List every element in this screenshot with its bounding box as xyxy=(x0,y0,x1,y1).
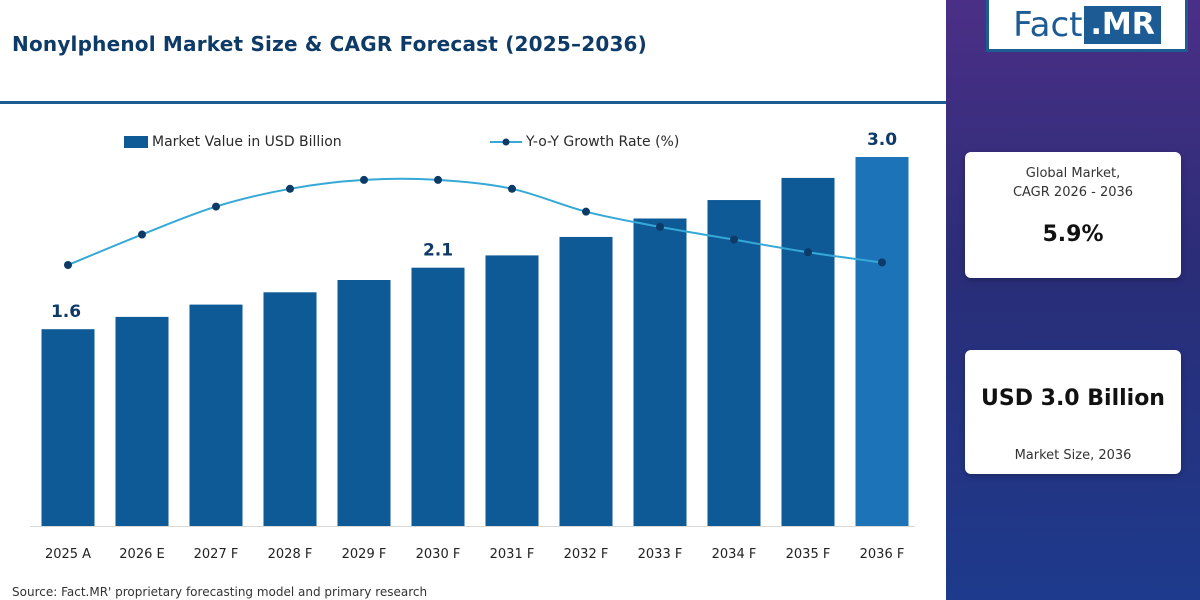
x-tick-label: 2034 F xyxy=(712,547,757,562)
bar-2030-f xyxy=(411,267,465,526)
growth-point-2035-f xyxy=(804,248,812,257)
factmr-logo: Fact .MR xyxy=(986,0,1188,52)
bar-2025-a xyxy=(41,329,95,526)
growth-point-2030-f xyxy=(434,175,442,184)
bar-data-label: 2.1 xyxy=(423,241,453,261)
bar-2026-e xyxy=(115,316,169,526)
bar-2027-f xyxy=(189,304,243,526)
growth-point-2034-f xyxy=(730,235,738,244)
bar-2035-f xyxy=(781,177,835,526)
cagr-card: Global Market, CAGR 2026 - 2036 5.9% xyxy=(965,152,1181,278)
growth-point-2028-f xyxy=(286,184,294,193)
x-tick-label: 2027 F xyxy=(194,547,239,562)
x-tick-label: 2029 F xyxy=(342,547,387,562)
bar-2032-f xyxy=(559,236,613,526)
cagr-label-line1: Global Market, xyxy=(1025,166,1121,181)
x-tick-label: 2033 F xyxy=(638,547,683,562)
bar-2034-f xyxy=(707,200,761,527)
x-tick-label: 2028 F xyxy=(268,547,313,562)
side-panel xyxy=(946,0,1200,600)
chart-panel: Nonylphenol Market Size & CAGR Forecast … xyxy=(0,32,946,599)
bar-2033-f xyxy=(633,218,687,526)
title-divider xyxy=(0,101,946,104)
market-size-label: Market Size, 2036 xyxy=(1014,448,1132,463)
bar-data-label: 3.0 xyxy=(867,130,897,150)
growth-point-2032-f xyxy=(582,207,590,216)
growth-point-2025-a xyxy=(64,261,72,269)
legend-bars-label: Market Value in USD Billion xyxy=(152,134,342,150)
chart-title: Nonylphenol Market Size & CAGR Forecast … xyxy=(12,32,648,56)
bar-2029-f xyxy=(337,280,391,526)
legend-line-swatch xyxy=(490,138,522,146)
market-size-value: USD 3.0 Billion xyxy=(981,386,1165,411)
legend-bars: Market Value in USD Billion xyxy=(124,134,342,154)
legend-line-label: Y-o-Y Growth Rate (%) xyxy=(526,134,680,150)
market-size-card: USD 3.0 Billion Market Size, 2036 xyxy=(965,350,1181,474)
bar-2028-f xyxy=(263,292,317,526)
bar-line-chart: 2025 A 1.6 2026 E 2027 F 2028 F 2029 F 2030 F 2… xyxy=(30,130,915,562)
logo-text-fact: Fact xyxy=(1013,4,1083,45)
growth-point-2026-e xyxy=(138,230,146,239)
growth-point-2029-f xyxy=(360,175,368,184)
bar-data-label: 1.6 xyxy=(51,302,81,322)
growth-point-2033-f xyxy=(656,222,664,231)
growth-rate-line xyxy=(67,177,883,266)
x-tick-label: 2032 F xyxy=(564,547,609,562)
x-tick-label: 2030 F xyxy=(416,547,461,562)
source-note: Source: Fact.MR' proprietary forecasting… xyxy=(12,585,428,599)
bar-2036-f xyxy=(855,157,909,526)
cagr-label-line2: CAGR 2026 - 2036 xyxy=(1012,185,1134,200)
growth-point-2027-f xyxy=(212,202,220,211)
logo-text-mr: .MR xyxy=(1084,5,1161,44)
bar-2031-f xyxy=(485,255,539,526)
cagr-value: 5.9% xyxy=(1042,222,1104,247)
x-tick-label: 2026 E xyxy=(119,547,164,562)
cagr-label: Global Market, CAGR 2026 - 2036 xyxy=(965,164,1181,202)
x-tick-label: 2025 A xyxy=(45,547,91,562)
growth-point-2031-f xyxy=(508,184,516,193)
legend-bar-swatch xyxy=(124,136,148,148)
x-tick-label: 2035 F xyxy=(786,547,831,562)
x-tick-label: 2036 F xyxy=(860,547,905,562)
legend-line: Y-o-Y Growth Rate (%) xyxy=(490,134,679,154)
growth-point-2036-f xyxy=(878,258,886,267)
x-tick-label: 2031 F xyxy=(490,547,535,562)
